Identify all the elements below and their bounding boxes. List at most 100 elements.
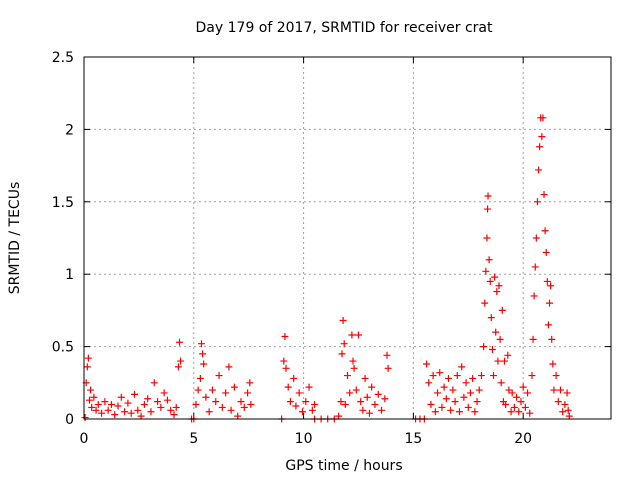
data-point (107, 401, 115, 409)
data-point (134, 406, 142, 414)
data-point (167, 406, 175, 414)
data-point (491, 273, 499, 281)
data-point (427, 401, 435, 409)
data-point (282, 364, 290, 372)
data-point (381, 395, 389, 403)
data-point (208, 386, 216, 394)
data-point (121, 408, 129, 416)
data-point (225, 363, 233, 371)
data-point (298, 408, 306, 416)
data-point (462, 379, 470, 387)
data-point (114, 402, 122, 410)
data-point (483, 234, 491, 242)
data-point (540, 191, 548, 199)
data-point (464, 403, 472, 411)
data-point (202, 393, 210, 401)
data-point (502, 401, 510, 409)
data-point (147, 408, 155, 416)
data-point (455, 408, 463, 416)
data-point (176, 338, 184, 346)
data-point (84, 354, 92, 362)
data-point (440, 383, 448, 391)
data-point (542, 248, 550, 256)
data-point (425, 379, 433, 387)
y-tick-label: 2 (65, 122, 74, 138)
data-point (384, 364, 392, 372)
data-point (550, 386, 558, 394)
data-point (111, 411, 119, 419)
data-point (487, 314, 495, 322)
data-point (501, 357, 509, 365)
data-point (546, 299, 554, 307)
data-point (451, 398, 459, 406)
data-point (532, 234, 540, 242)
data-point (477, 372, 485, 380)
x-tick-label: 10 (295, 431, 313, 447)
data-point (292, 402, 300, 410)
data-point (350, 364, 358, 372)
data-point (365, 409, 373, 417)
data-point (486, 277, 494, 285)
data-point (295, 389, 303, 397)
data-point (482, 267, 490, 275)
data-point (423, 360, 431, 368)
data-point (354, 331, 362, 339)
y-tick-label: 0 (65, 412, 74, 428)
data-point (494, 357, 502, 365)
data-point (305, 383, 313, 391)
chart-title: Day 179 of 2017, SRMTID for receiver cra… (196, 20, 493, 36)
data-point (344, 372, 351, 380)
data-point (124, 399, 132, 407)
data-point (346, 389, 354, 397)
data-point (504, 351, 512, 359)
data-point (87, 386, 95, 394)
data-point (335, 412, 343, 420)
data-point (561, 401, 569, 409)
data-point (144, 395, 152, 403)
data-point (565, 412, 573, 420)
data-point (556, 386, 564, 394)
data-points (81, 114, 573, 423)
data-point (337, 398, 345, 406)
data-point (524, 389, 532, 397)
data-point (286, 398, 294, 406)
data-point (490, 372, 498, 380)
x-tick-label: 5 (189, 431, 198, 447)
data-point (473, 398, 481, 406)
data-point (200, 360, 208, 368)
data-point (302, 398, 310, 406)
data-point (83, 363, 91, 371)
y-axis-label: SRMTID / TECUs (7, 182, 23, 295)
data-point (205, 408, 213, 416)
data-point (284, 383, 292, 391)
data-point (378, 406, 386, 414)
data-point (453, 372, 461, 380)
data-point (429, 372, 437, 380)
data-point (92, 406, 100, 414)
data-point (117, 393, 125, 401)
tick-labels: 0 0.5 1 1.5 2 2.5 0 5 10 15 20 (52, 50, 532, 447)
data-point (460, 393, 468, 401)
data-point (352, 386, 360, 394)
data-point (495, 282, 503, 290)
data-point (447, 406, 455, 414)
data-point (434, 389, 442, 397)
data-point (359, 406, 367, 414)
data-point (449, 386, 457, 394)
data-point (308, 406, 316, 414)
data-point (230, 383, 238, 391)
data-point (535, 166, 543, 174)
data-point (538, 133, 546, 141)
data-point (281, 332, 289, 340)
data-point (484, 192, 492, 200)
data-point (101, 398, 109, 406)
data-point (290, 374, 298, 382)
data-point (496, 335, 504, 343)
data-point (174, 363, 182, 371)
x-tick-label: 0 (80, 431, 89, 447)
data-point (458, 363, 466, 371)
data-point (526, 409, 534, 417)
data-point (98, 409, 106, 417)
data-point (488, 345, 496, 353)
data-point (244, 389, 252, 397)
